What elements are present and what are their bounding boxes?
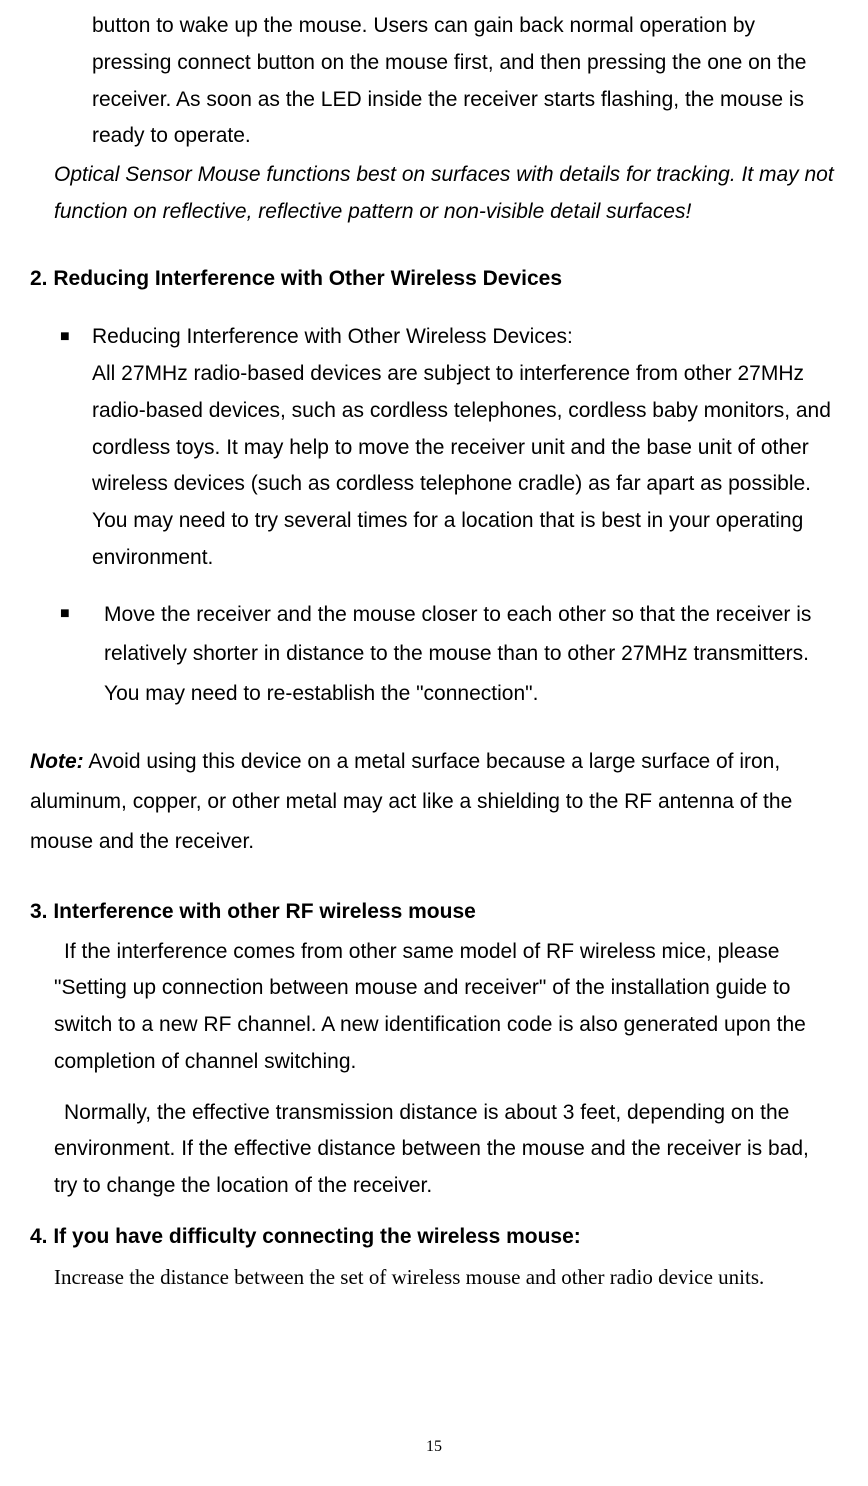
bullet-1-body: All 27MHz radio-based devices are subjec…	[92, 356, 838, 577]
section-4-heading: 4. If you have difficulty connecting the…	[30, 1219, 838, 1256]
note-paragraph: Note: Avoid using this device on a metal…	[30, 742, 838, 862]
section-2-bullets: Reducing Interference with Other Wireles…	[60, 319, 838, 576]
section-4-body: Increase the distance between the set of…	[54, 1259, 838, 1296]
section-3-heading: 3. Interference with other RF wireless m…	[30, 894, 838, 931]
optical-sensor-note: Optical Sensor Mouse functions best on s…	[54, 157, 838, 231]
bullet-1-title: Reducing Interference with Other Wireles…	[92, 325, 573, 348]
section-3-para-1: If the interference comes from other sam…	[54, 934, 838, 1081]
note-body: Avoid using this device on a metal surfa…	[30, 750, 792, 853]
continuation-paragraph: button to wake up the mouse. Users can g…	[92, 8, 838, 155]
bullet-2-body: Move the receiver and the mouse closer t…	[104, 603, 811, 706]
bullet-move-receiver: Move the receiver and the mouse closer t…	[60, 595, 838, 715]
section-3-para-2: Normally, the effective transmission dis…	[54, 1095, 838, 1205]
note-label: Note:	[30, 750, 84, 773]
section-2-heading: 2. Reducing Interference with Other Wire…	[30, 261, 838, 298]
bullet-interference: Reducing Interference with Other Wireles…	[60, 319, 838, 576]
page-number: 15	[426, 1438, 442, 1456]
